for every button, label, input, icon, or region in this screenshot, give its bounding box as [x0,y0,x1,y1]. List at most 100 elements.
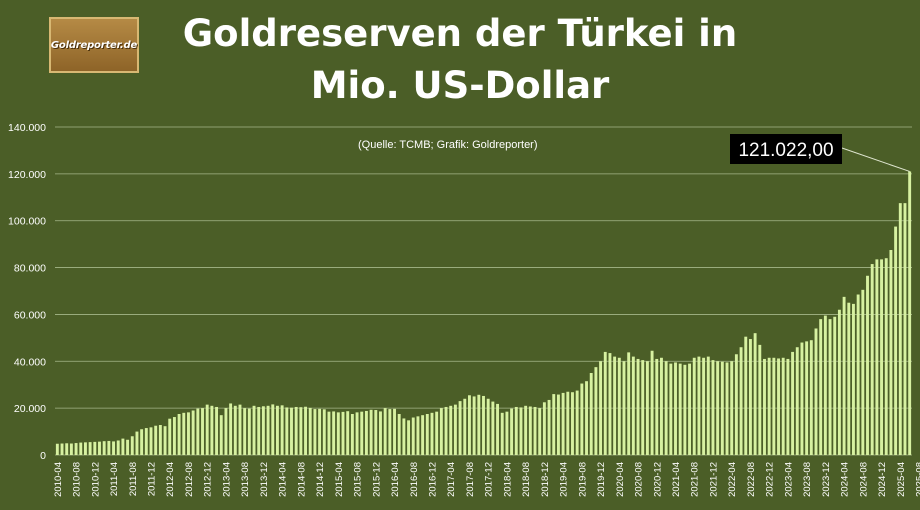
bar [238,404,242,455]
bar [107,440,111,455]
bar [116,440,120,455]
x-tick-label: 2012-12 [203,462,214,497]
bar [898,203,902,455]
x-tick-label: 2016-08 [409,462,420,497]
y-tick-label: 140.000 [8,122,46,134]
bar [285,407,289,455]
bar [233,405,237,455]
bar [158,425,162,455]
bar [350,414,354,455]
bar [187,412,190,455]
bar [453,404,457,455]
x-tick-label: 2013-08 [240,462,251,497]
x-tick-label: 2015-12 [371,462,382,497]
bar [627,352,631,455]
bar [191,410,195,455]
bar [660,357,663,455]
bar [697,356,701,455]
bar [852,303,855,455]
bar [650,350,654,455]
bar [580,383,584,455]
bar [74,443,78,455]
x-tick-label: 2014-04 [278,462,289,497]
bar [500,412,504,455]
bar [407,420,411,455]
bar [411,417,415,455]
x-tick-label: 2012-08 [184,462,195,497]
annotation-box [730,134,842,164]
bar [748,339,752,455]
bar [777,358,780,455]
bar [69,443,73,455]
bar [360,411,364,455]
bar [720,361,724,455]
bar [439,408,443,455]
bar [135,431,139,455]
bar [355,412,359,455]
bar [908,171,912,455]
x-tick-label: 2020-08 [634,462,645,497]
bar [599,361,603,455]
goldreporter-logo[interactable]: Goldreporter.de [49,17,139,73]
annotation-leader-line [841,147,910,172]
bar [571,392,574,455]
x-tick-label: 2012-04 [165,462,176,497]
chart-title-line1: Goldreserven der Türkei in [182,12,738,55]
bar [252,405,256,455]
bar [505,411,509,455]
bar [763,358,766,455]
bar [425,414,429,455]
bar [177,414,181,455]
y-tick-label: 80.000 [14,263,46,275]
x-tick-label: 2019-08 [577,462,588,497]
bar [154,425,158,455]
bar [112,441,115,455]
bar [402,418,406,455]
x-tick-label: 2023-08 [802,462,813,497]
bar [547,399,551,455]
bar [655,358,659,455]
bar [833,316,837,455]
x-tick-label: 2013-12 [259,462,270,497]
bar [247,408,251,455]
bar [294,406,298,455]
x-tick-label: 2020-04 [615,462,626,497]
bar [430,412,434,455]
bar [533,406,537,455]
bar [102,441,106,455]
bar [308,407,312,455]
bar [861,289,865,455]
x-tick-label: 2022-04 [727,462,738,497]
x-tick-label: 2014-08 [296,462,307,497]
bar [875,259,879,455]
bar [781,357,785,455]
bar [458,401,462,455]
y-tick-label: 60.000 [14,309,46,321]
bar [805,341,809,455]
bar [327,411,331,455]
bar [767,357,771,455]
bar [669,363,673,455]
x-tick-label: 2010-04 [53,462,64,497]
bar [884,258,888,455]
x-tick-label: 2022-08 [746,462,757,497]
bar [364,410,368,455]
x-tick-label: 2015-08 [353,462,364,497]
x-tick-label: 2018-08 [521,462,532,497]
x-tick-label: 2020-12 [652,462,663,497]
bar [435,411,439,455]
bar [880,259,884,455]
bar [613,356,617,455]
bar [496,403,500,455]
bar [594,367,598,455]
bar [318,408,322,455]
x-tick-label: 2023-12 [821,462,832,497]
bar [416,416,420,455]
bar [678,363,682,455]
bar [622,361,626,455]
bar [266,405,270,455]
bar [140,429,144,455]
x-tick-label: 2024-12 [877,462,888,497]
bar [477,394,481,455]
bar [725,362,729,455]
